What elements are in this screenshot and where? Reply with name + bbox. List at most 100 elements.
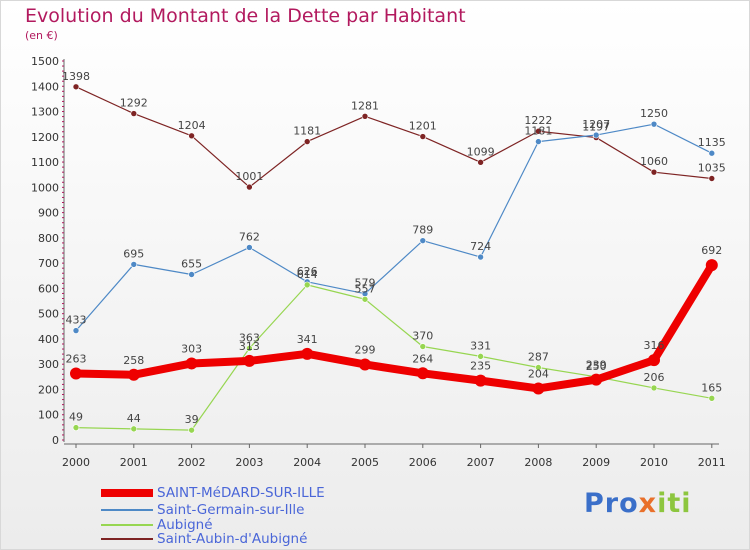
data-label: 579 [355,277,376,290]
data-label: 303 [181,342,202,355]
data-label: 206 [644,371,665,384]
data-point [419,133,427,140]
x-tick-label: 2011 [698,456,726,469]
y-tick-label: 800 [38,232,59,245]
y-tick-label: 1500 [31,55,59,68]
y-tick-label: 1000 [31,181,59,194]
data-label: 1197 [582,121,610,134]
y-tick-label: 500 [38,308,59,321]
y-tick-label: 0 [52,434,59,447]
data-label: 287 [528,350,549,363]
data-point [650,120,658,128]
series-line [72,261,716,393]
data-label: 557 [355,282,376,295]
x-tick-label: 2002 [178,456,206,469]
data-label: 1060 [640,155,668,168]
data-point [188,132,195,140]
legend-label: SAINT-MéDARD-SUR-ILLE [157,485,325,501]
data-point [419,343,427,350]
data-point [535,138,542,145]
data-label: 263 [66,353,87,366]
y-tick-label: 1200 [31,131,59,144]
x-tick-label: 2004 [293,456,321,469]
data-label: 235 [470,360,491,373]
x-tick-label: 2003 [235,456,263,469]
data-point [185,357,198,370]
y-tick-label: 900 [38,207,59,220]
data-point [246,344,253,352]
data-label: 1222 [524,114,552,127]
data-point [359,358,371,371]
data-label: 1207 [582,118,610,131]
logo-part: x [638,488,658,519]
y-tick-label: 700 [38,257,59,270]
data-label: 692 [701,244,722,257]
data-label: 316 [644,339,665,352]
data-label: 1204 [178,119,206,132]
data-label: 655 [181,258,202,271]
data-point [243,354,256,367]
x-tick-label: 2006 [409,456,437,469]
data-label: 626 [297,265,318,278]
data-label: 363 [239,331,260,344]
data-label: 1035 [698,161,726,174]
data-label: 1398 [62,70,90,83]
data-point [188,426,195,434]
data-point [72,327,80,334]
data-point [708,175,716,182]
data-label: 1135 [698,136,726,149]
logo-part: Pro [584,488,639,519]
legend-label: Aubigné [157,517,213,533]
data-label: 1001 [235,170,263,183]
x-tick-label: 2000 [62,456,90,469]
chart-title: Evolution du Montant de la Dette par Hab… [25,5,466,27]
y-tick-label: 300 [38,358,59,371]
series-line [75,86,713,188]
data-point [303,281,311,289]
data-point [130,110,138,117]
data-point [72,424,80,431]
data-point [127,368,140,381]
legend-item-saint-medard: SAINT-MéDARD-SUR-ILLE [101,485,325,501]
x-tick-label: 2007 [467,456,495,469]
legend-item-aubigne: Aubigné [101,517,213,533]
data-label: 1281 [351,99,379,112]
legend-item-saint-germain: Saint-Germain-sur-Ille [101,502,304,518]
data-label: 44 [127,412,141,425]
data-point [130,425,138,433]
legend-swatch [101,509,153,511]
data-point [301,347,314,360]
data-point [590,373,603,386]
x-tick-label: 2008 [524,456,552,469]
data-label: 1201 [409,120,437,133]
legend-swatch [101,524,153,526]
data-label: 789 [412,224,433,237]
y-tick-label: 100 [38,409,59,422]
legend-label: Saint-Germain-sur-Ille [157,502,305,518]
series-line [75,284,713,431]
y-tick-label: 400 [38,333,59,346]
data-label: 331 [470,339,491,352]
data-point [650,384,658,392]
y-tick-label: 1300 [31,106,59,119]
data-point [361,113,369,120]
data-point [188,271,195,278]
data-point [477,353,484,360]
series-line [75,123,713,332]
data-label: 258 [123,354,144,367]
y-tick-label: 600 [38,282,59,295]
data-point [648,354,660,367]
data-label: 724 [470,240,491,253]
data-label: 762 [239,230,260,243]
data-point [303,138,311,145]
logo-part: iti [657,488,692,519]
data-point [592,131,600,139]
proxiti-logo: Proxiti [584,488,692,519]
x-tick-label: 2009 [582,456,610,469]
legend-swatch [101,538,153,540]
data-label: 433 [66,314,87,327]
data-label: 1181 [524,125,552,138]
data-label: 1250 [640,107,668,120]
data-label: 49 [69,411,83,424]
data-point [72,83,80,91]
